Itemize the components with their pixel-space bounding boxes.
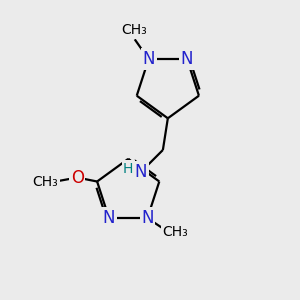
Text: N: N	[103, 209, 115, 227]
Text: N: N	[181, 50, 193, 68]
Text: N: N	[141, 209, 154, 227]
Text: O: O	[71, 169, 84, 187]
Text: CH₃: CH₃	[33, 175, 58, 188]
Text: CH₃: CH₃	[121, 23, 147, 38]
Text: CH₃: CH₃	[162, 225, 188, 239]
Text: N: N	[142, 50, 155, 68]
Text: N: N	[135, 163, 147, 181]
Text: H: H	[123, 162, 134, 176]
